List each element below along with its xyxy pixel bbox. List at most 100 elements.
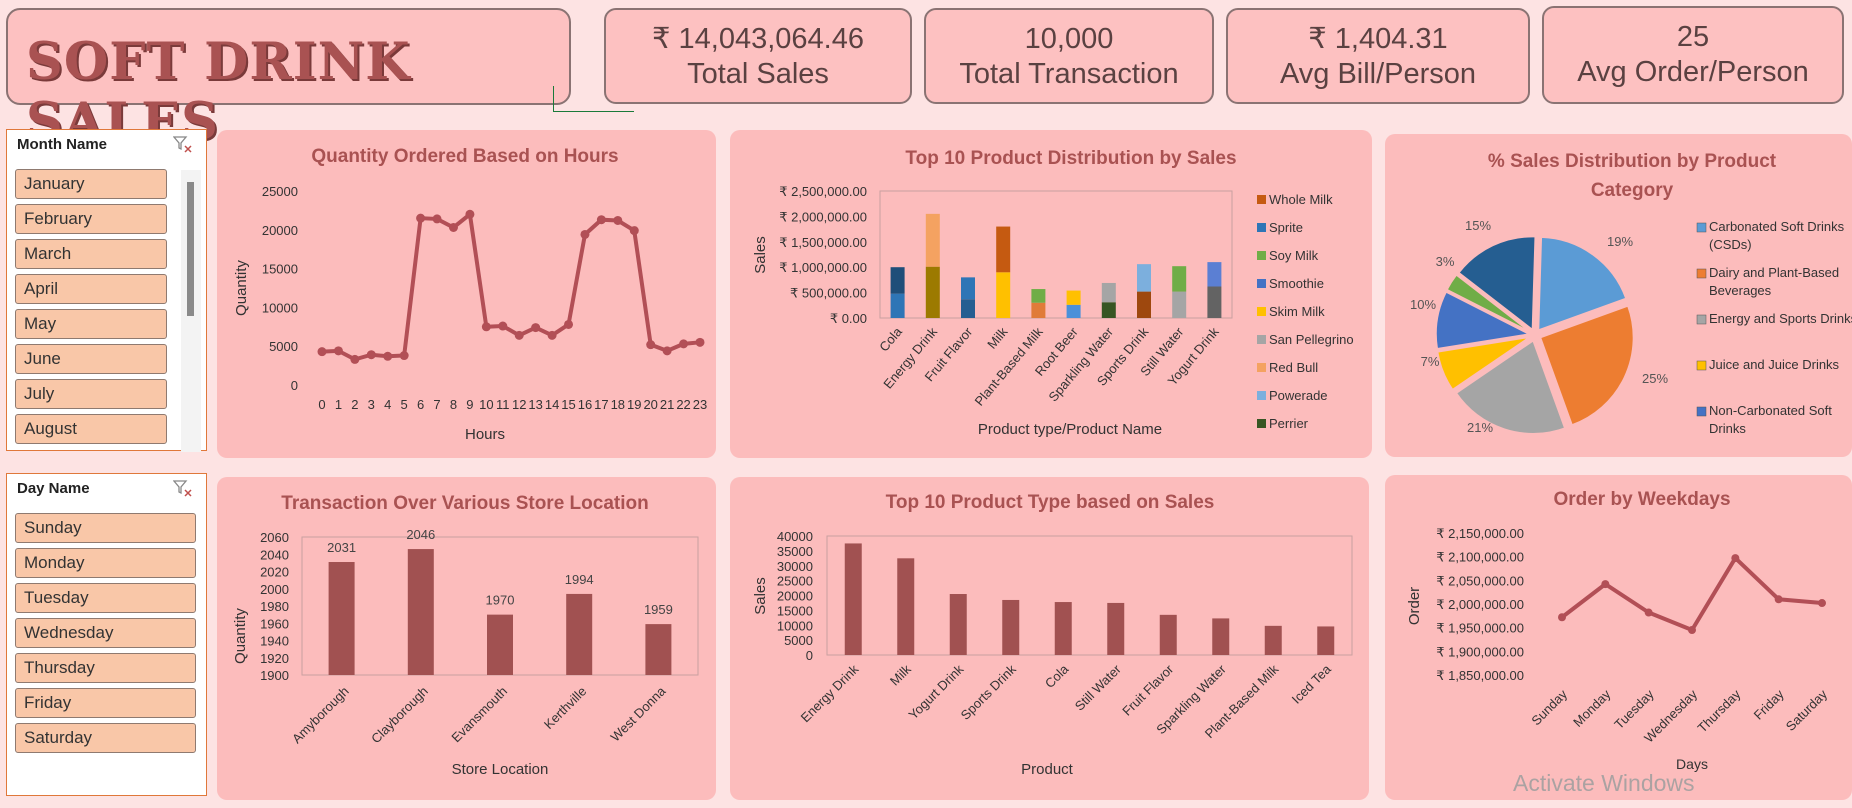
clear-filter-icon[interactable] xyxy=(172,480,193,498)
slicer-item[interactable]: March xyxy=(15,239,167,269)
y-tick-label: 10000 xyxy=(262,300,298,315)
legend-entry: Soy Milk xyxy=(1269,248,1319,263)
x-tick-label: 1 xyxy=(335,397,342,412)
plot-area xyxy=(879,190,1233,319)
data-point xyxy=(1818,599,1826,608)
x-tick-label: West Donna xyxy=(608,683,670,745)
x-tick-label: 15 xyxy=(561,397,575,412)
bar-segment xyxy=(996,226,1011,273)
x-tick-label: 3 xyxy=(368,397,375,412)
legend-swatch xyxy=(1257,251,1266,260)
pie-slice xyxy=(1436,336,1530,391)
bar-segment xyxy=(890,267,905,294)
legend-entry: Skim Milk xyxy=(1269,304,1325,319)
y-axis-label: Quantity xyxy=(232,608,249,664)
pie-slice xyxy=(1446,273,1531,333)
legend-swatch xyxy=(1257,335,1266,344)
x-tick-label: 19 xyxy=(627,397,641,412)
x-tick-label: Fruit Flavor xyxy=(1119,661,1177,719)
data-point xyxy=(1688,626,1696,635)
y-tick-label: 1980 xyxy=(260,599,289,614)
kpi-avg-bill: ₹ 1,404.31 Avg Bill/Person xyxy=(1226,8,1530,104)
slicer-item[interactable]: August xyxy=(15,414,167,444)
kpi-value: ₹ 1,404.31 xyxy=(1308,23,1448,55)
x-tick-label: 4 xyxy=(384,397,391,412)
data-point xyxy=(1601,580,1610,589)
slicer-item[interactable]: Tuesday xyxy=(15,583,196,613)
x-tick-label: Amyborough xyxy=(289,684,352,747)
bar xyxy=(1212,618,1230,655)
x-tick-label: 5 xyxy=(401,397,408,412)
legend-entry-box: Non-Carbonated Soft Drinks xyxy=(1709,403,1832,436)
x-axis-label: Days xyxy=(1676,756,1708,772)
slicer-item[interactable]: July xyxy=(15,379,167,409)
x-tick-label: Friday xyxy=(1751,686,1787,722)
pie-data-label: 19% xyxy=(1607,234,1633,249)
bar xyxy=(897,558,915,655)
legend-swatch xyxy=(1257,307,1266,316)
legend-entry: Dairy and Plant-Based Beverages xyxy=(1709,265,1840,298)
pie-data-label: 10% xyxy=(1410,297,1436,312)
panel-top10-type xyxy=(730,477,1369,800)
slicer-item[interactable]: January xyxy=(15,169,167,199)
y-tick-label: ₹ 2,500,000.00 xyxy=(779,184,867,199)
y-tick-label: 20000 xyxy=(262,223,298,238)
slicer-item[interactable]: Thursday xyxy=(15,653,196,683)
bar-segment xyxy=(1172,291,1187,318)
data-point xyxy=(333,346,343,356)
bar xyxy=(1317,626,1335,655)
x-tick-label: Evansmouth xyxy=(448,684,510,746)
bar xyxy=(487,614,513,675)
plot-area xyxy=(826,535,1353,656)
x-axis-label: Product type/Product Name xyxy=(978,421,1162,438)
y-tick-label: 1940 xyxy=(260,634,289,649)
pie-slice xyxy=(1537,236,1627,332)
bar-segment xyxy=(1101,282,1116,303)
x-tick-label: 6 xyxy=(417,397,424,412)
slicer-item[interactable]: Wednesday xyxy=(15,618,196,648)
y-tick-label: 0 xyxy=(806,648,813,663)
bar xyxy=(407,549,434,675)
slicer-item[interactable]: Sunday xyxy=(15,513,196,543)
slicer-item[interactable]: May xyxy=(15,309,167,339)
slicer-item[interactable]: April xyxy=(15,274,167,304)
legend-entry-box: Juice and Juice Drinks xyxy=(1709,357,1839,372)
slicer-item[interactable]: Saturday xyxy=(15,723,196,753)
y-tick-label: 1900 xyxy=(260,668,289,683)
pie-data-label: 7% xyxy=(1421,354,1440,369)
y-tick-label: 40000 xyxy=(777,529,813,544)
legend-swatch xyxy=(1257,195,1266,204)
month-slicer-scrollbar[interactable] xyxy=(181,170,201,452)
slicer-item[interactable]: June xyxy=(15,344,167,374)
y-tick-label: 5000 xyxy=(269,339,298,354)
x-axis-label: Hours xyxy=(465,426,505,443)
month-slicer-title: Month Name xyxy=(17,136,107,153)
x-tick-label: 18 xyxy=(611,397,625,412)
slicer-item[interactable]: Friday xyxy=(15,688,196,718)
y-axis-label: Quantity xyxy=(233,260,250,316)
kpi-label: Avg Order/Person xyxy=(1577,56,1809,88)
pie-data-label: 21% xyxy=(1467,420,1493,435)
x-tick-label: 22 xyxy=(676,397,690,412)
bar-segment xyxy=(925,266,940,318)
data-point xyxy=(317,347,327,357)
y-tick-label: 20000 xyxy=(777,589,813,604)
slicer-item[interactable]: February xyxy=(15,204,167,234)
bar xyxy=(566,593,593,675)
y-tick-label: 15000 xyxy=(777,603,813,618)
connector-line xyxy=(553,86,634,112)
kpi-avg-order: 25 Avg Order/Person xyxy=(1542,6,1844,104)
month-slicer: Month Name January February March April May J… xyxy=(6,129,207,452)
slicer-item[interactable]: Monday xyxy=(15,548,196,578)
panel-weekdays xyxy=(1385,475,1852,800)
clear-filter-icon[interactable] xyxy=(172,136,193,154)
bar xyxy=(844,543,862,655)
kpi-value: 10,000 xyxy=(1024,23,1114,55)
y-axis-label: Sales xyxy=(752,577,769,615)
y-axis-label: Order xyxy=(1406,587,1423,625)
scrollbar-thumb[interactable] xyxy=(187,182,194,316)
y-tick-label: 35000 xyxy=(777,544,813,559)
data-label: 2031 xyxy=(327,540,356,555)
pie-data-label: 3% xyxy=(1436,254,1455,269)
panel-hours xyxy=(217,130,716,458)
